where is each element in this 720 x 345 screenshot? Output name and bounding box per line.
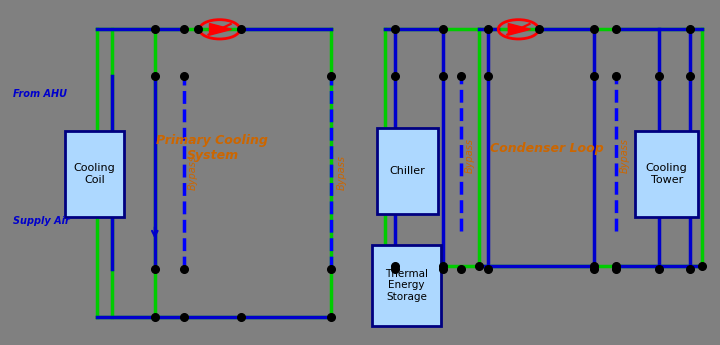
Text: Condenser Loop: Condenser Loop: [490, 142, 604, 155]
Text: Thermal
Energy
Storage: Thermal Energy Storage: [385, 269, 428, 302]
Text: Bypass: Bypass: [620, 138, 630, 173]
FancyBboxPatch shape: [377, 128, 438, 214]
Polygon shape: [508, 23, 531, 35]
Text: Cooling
Tower: Cooling Tower: [646, 164, 688, 185]
Text: Chiller: Chiller: [390, 166, 425, 176]
Text: Primary Cooling
System: Primary Cooling System: [156, 134, 269, 162]
Text: Bypass: Bypass: [336, 155, 346, 190]
Text: Bypass: Bypass: [188, 155, 198, 190]
Text: From AHU: From AHU: [13, 89, 67, 99]
Polygon shape: [210, 23, 232, 35]
Text: Supply Air: Supply Air: [13, 216, 70, 226]
Text: Cooling
Coil: Cooling Coil: [73, 164, 115, 185]
Text: Bypass: Bypass: [465, 138, 475, 173]
FancyBboxPatch shape: [372, 245, 441, 326]
FancyBboxPatch shape: [65, 131, 124, 217]
FancyBboxPatch shape: [635, 131, 698, 217]
